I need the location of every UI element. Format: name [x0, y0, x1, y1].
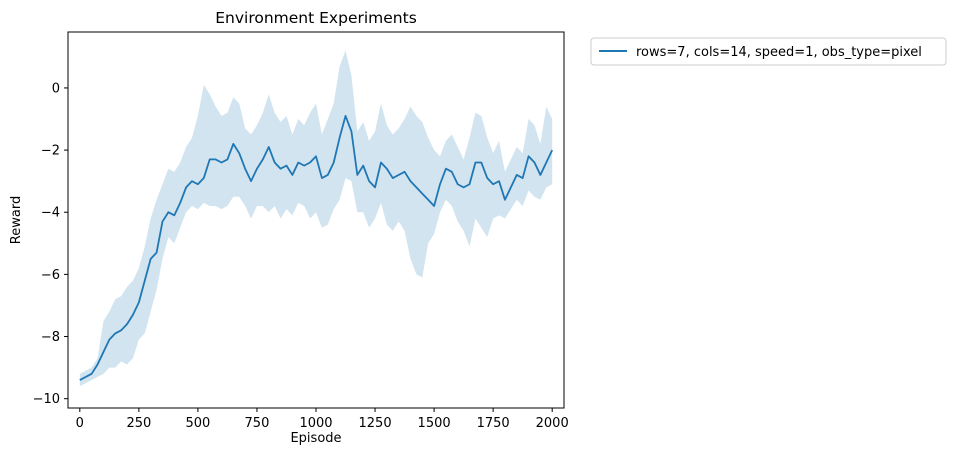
x-tick-label: 0: [76, 416, 84, 431]
y-tick-label: −6: [41, 268, 60, 283]
confidence-band: [79, 50, 553, 387]
legend-box: [590, 37, 947, 66]
x-tick-label: 250: [126, 416, 151, 431]
x-tick-label: 2000: [536, 416, 569, 431]
x-axis-label: Episode: [290, 431, 341, 446]
x-axis: 0 250 500 750 1000 1250 1500 1750 2000: [76, 408, 569, 431]
x-tick-label: 1250: [359, 416, 392, 431]
chart-title: Environment Experiments: [215, 9, 417, 27]
x-tick-label: 750: [245, 416, 270, 431]
x-tick-label: 1000: [299, 416, 332, 431]
y-tick-label: −10: [33, 392, 60, 407]
legend: rows=7, cols=14, speed=1, obs_type=pixel: [590, 37, 947, 66]
y-tick-label: −4: [41, 206, 60, 221]
y-axis-label: Reward: [9, 196, 24, 244]
y-tick-label: 0: [52, 81, 60, 96]
legend-entry: rows=7, cols=14, speed=1, obs_type=pixel: [636, 45, 922, 60]
x-tick-label: 1750: [477, 416, 510, 431]
band-layer: [79, 50, 553, 387]
y-axis: −10 −8 −6 −4 −2 0: [33, 81, 68, 407]
x-tick-label: 500: [185, 416, 210, 431]
line-layer: [79, 115, 554, 381]
series-line: [79, 115, 554, 381]
y-tick-label: −8: [41, 330, 60, 345]
y-tick-label: −2: [41, 144, 60, 159]
x-tick-label: 1500: [418, 416, 451, 431]
